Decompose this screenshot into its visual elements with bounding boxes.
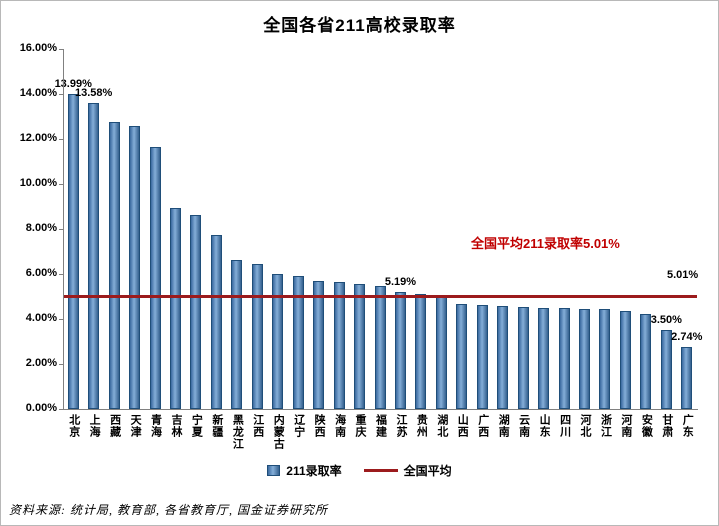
bar [313, 280, 325, 409]
x-axis-label: 重庆 [354, 414, 367, 438]
x-axis-label: 辽宁 [292, 414, 305, 438]
bar [129, 125, 141, 409]
y-axis-label: 4.00% [25, 312, 57, 324]
bar [660, 330, 672, 409]
line-swatch-icon [363, 469, 398, 472]
y-axis-label: 14.00% [19, 87, 57, 99]
x-axis-label: 广西 [476, 414, 489, 438]
x-axis-label: 安徽 [640, 414, 653, 438]
y-axis-label: 8.00% [25, 222, 57, 234]
bar [599, 309, 611, 409]
bar [292, 276, 304, 409]
y-axis-label: 10.00% [19, 177, 57, 189]
bar [435, 296, 447, 409]
y-axis-tick [59, 94, 63, 95]
bar [394, 292, 406, 409]
y-axis-tick [59, 274, 63, 275]
bar [354, 283, 366, 409]
bar [497, 305, 509, 409]
legend: 211录取率 全国平均 [1, 462, 718, 479]
bar [272, 273, 284, 409]
average-annotation: 全国平均211录取率5.01% [471, 236, 620, 251]
y-axis-label: 12.00% [19, 132, 57, 144]
bar-value-label: 3.50% [650, 314, 682, 327]
x-axis-label: 黑龙江 [231, 414, 244, 450]
chart-title: 全国各省211高校录取率 [263, 16, 456, 35]
bar [558, 308, 570, 409]
bar [579, 309, 591, 409]
bar [619, 311, 631, 409]
bar [231, 260, 243, 409]
bar [67, 94, 79, 409]
bar [88, 103, 100, 409]
y-axis-tick [59, 364, 63, 365]
x-axis-label: 贵州 [415, 414, 428, 438]
x-axis-label: 湖北 [435, 414, 448, 438]
x-axis-label: 福建 [374, 414, 387, 438]
bar [333, 282, 345, 409]
x-axis-label: 湖南 [497, 414, 510, 438]
bar [415, 294, 427, 409]
legend-bar-label: 211录取率 [286, 464, 342, 478]
bar-value-label: 13.58% [75, 87, 113, 100]
x-axis-label: 浙江 [599, 414, 612, 438]
x-axis-label: 天津 [129, 414, 142, 438]
x-axis-label: 海南 [333, 414, 346, 438]
bar [374, 285, 386, 409]
bar [538, 307, 550, 409]
bar [108, 121, 120, 409]
bar [640, 314, 652, 409]
x-axis-label: 河北 [579, 414, 592, 438]
legend-item-bar: 211录取率 [267, 462, 342, 479]
y-axis-tick [59, 49, 63, 50]
average-line [63, 294, 697, 298]
bar-value-label: 2.74% [671, 331, 703, 344]
average-value-label: 5.01% [667, 269, 699, 281]
x-axis-label: 青海 [149, 414, 162, 438]
x-axis-label: 山西 [456, 414, 469, 438]
x-axis-label: 广东 [681, 414, 694, 438]
y-axis-tick [59, 139, 63, 140]
x-axis-label: 河南 [619, 414, 632, 438]
y-axis-label: 16.00% [19, 42, 57, 54]
source-note: 资料来源: 统计局, 教育部, 各省教育厅, 国金证券研究所 [9, 503, 328, 517]
x-axis-label: 宁夏 [190, 414, 203, 438]
y-axis-tick [59, 409, 63, 410]
x-axis-label: 四川 [558, 414, 571, 438]
x-axis-line [63, 409, 698, 410]
x-axis-label: 陕西 [313, 414, 326, 438]
bar-swatch-icon [267, 465, 281, 476]
x-axis-label: 内蒙古 [272, 414, 285, 450]
bar [517, 307, 529, 409]
y-axis-tick [59, 229, 63, 230]
x-axis-label: 吉林 [169, 414, 182, 438]
y-axis-label: 6.00% [25, 267, 57, 279]
bar [190, 215, 202, 409]
x-axis-label: 西藏 [108, 414, 121, 438]
y-axis-label: 2.00% [25, 357, 57, 369]
x-axis-label: 江西 [251, 414, 264, 438]
y-axis-line [63, 49, 64, 409]
x-axis-label: 江苏 [394, 414, 407, 438]
bar [251, 264, 263, 409]
bar [149, 147, 161, 409]
y-axis-tick [59, 319, 63, 320]
x-axis-label: 北京 [67, 414, 80, 438]
x-axis-label: 山东 [538, 414, 551, 438]
bar [169, 208, 181, 409]
y-axis-label: 0.00% [25, 402, 57, 414]
legend-line-label: 全国平均 [403, 464, 452, 478]
bar [456, 303, 468, 409]
x-axis-label: 云南 [517, 414, 530, 438]
bar [681, 347, 693, 409]
bar [476, 305, 488, 409]
x-axis-label: 甘肃 [660, 414, 673, 438]
x-axis-label: 上海 [88, 414, 101, 438]
y-axis-tick [59, 184, 63, 185]
bar-value-label: 5.19% [384, 276, 417, 289]
bar [210, 235, 222, 409]
x-axis-label: 新疆 [210, 414, 223, 438]
legend-item-line: 全国平均 [363, 462, 452, 479]
